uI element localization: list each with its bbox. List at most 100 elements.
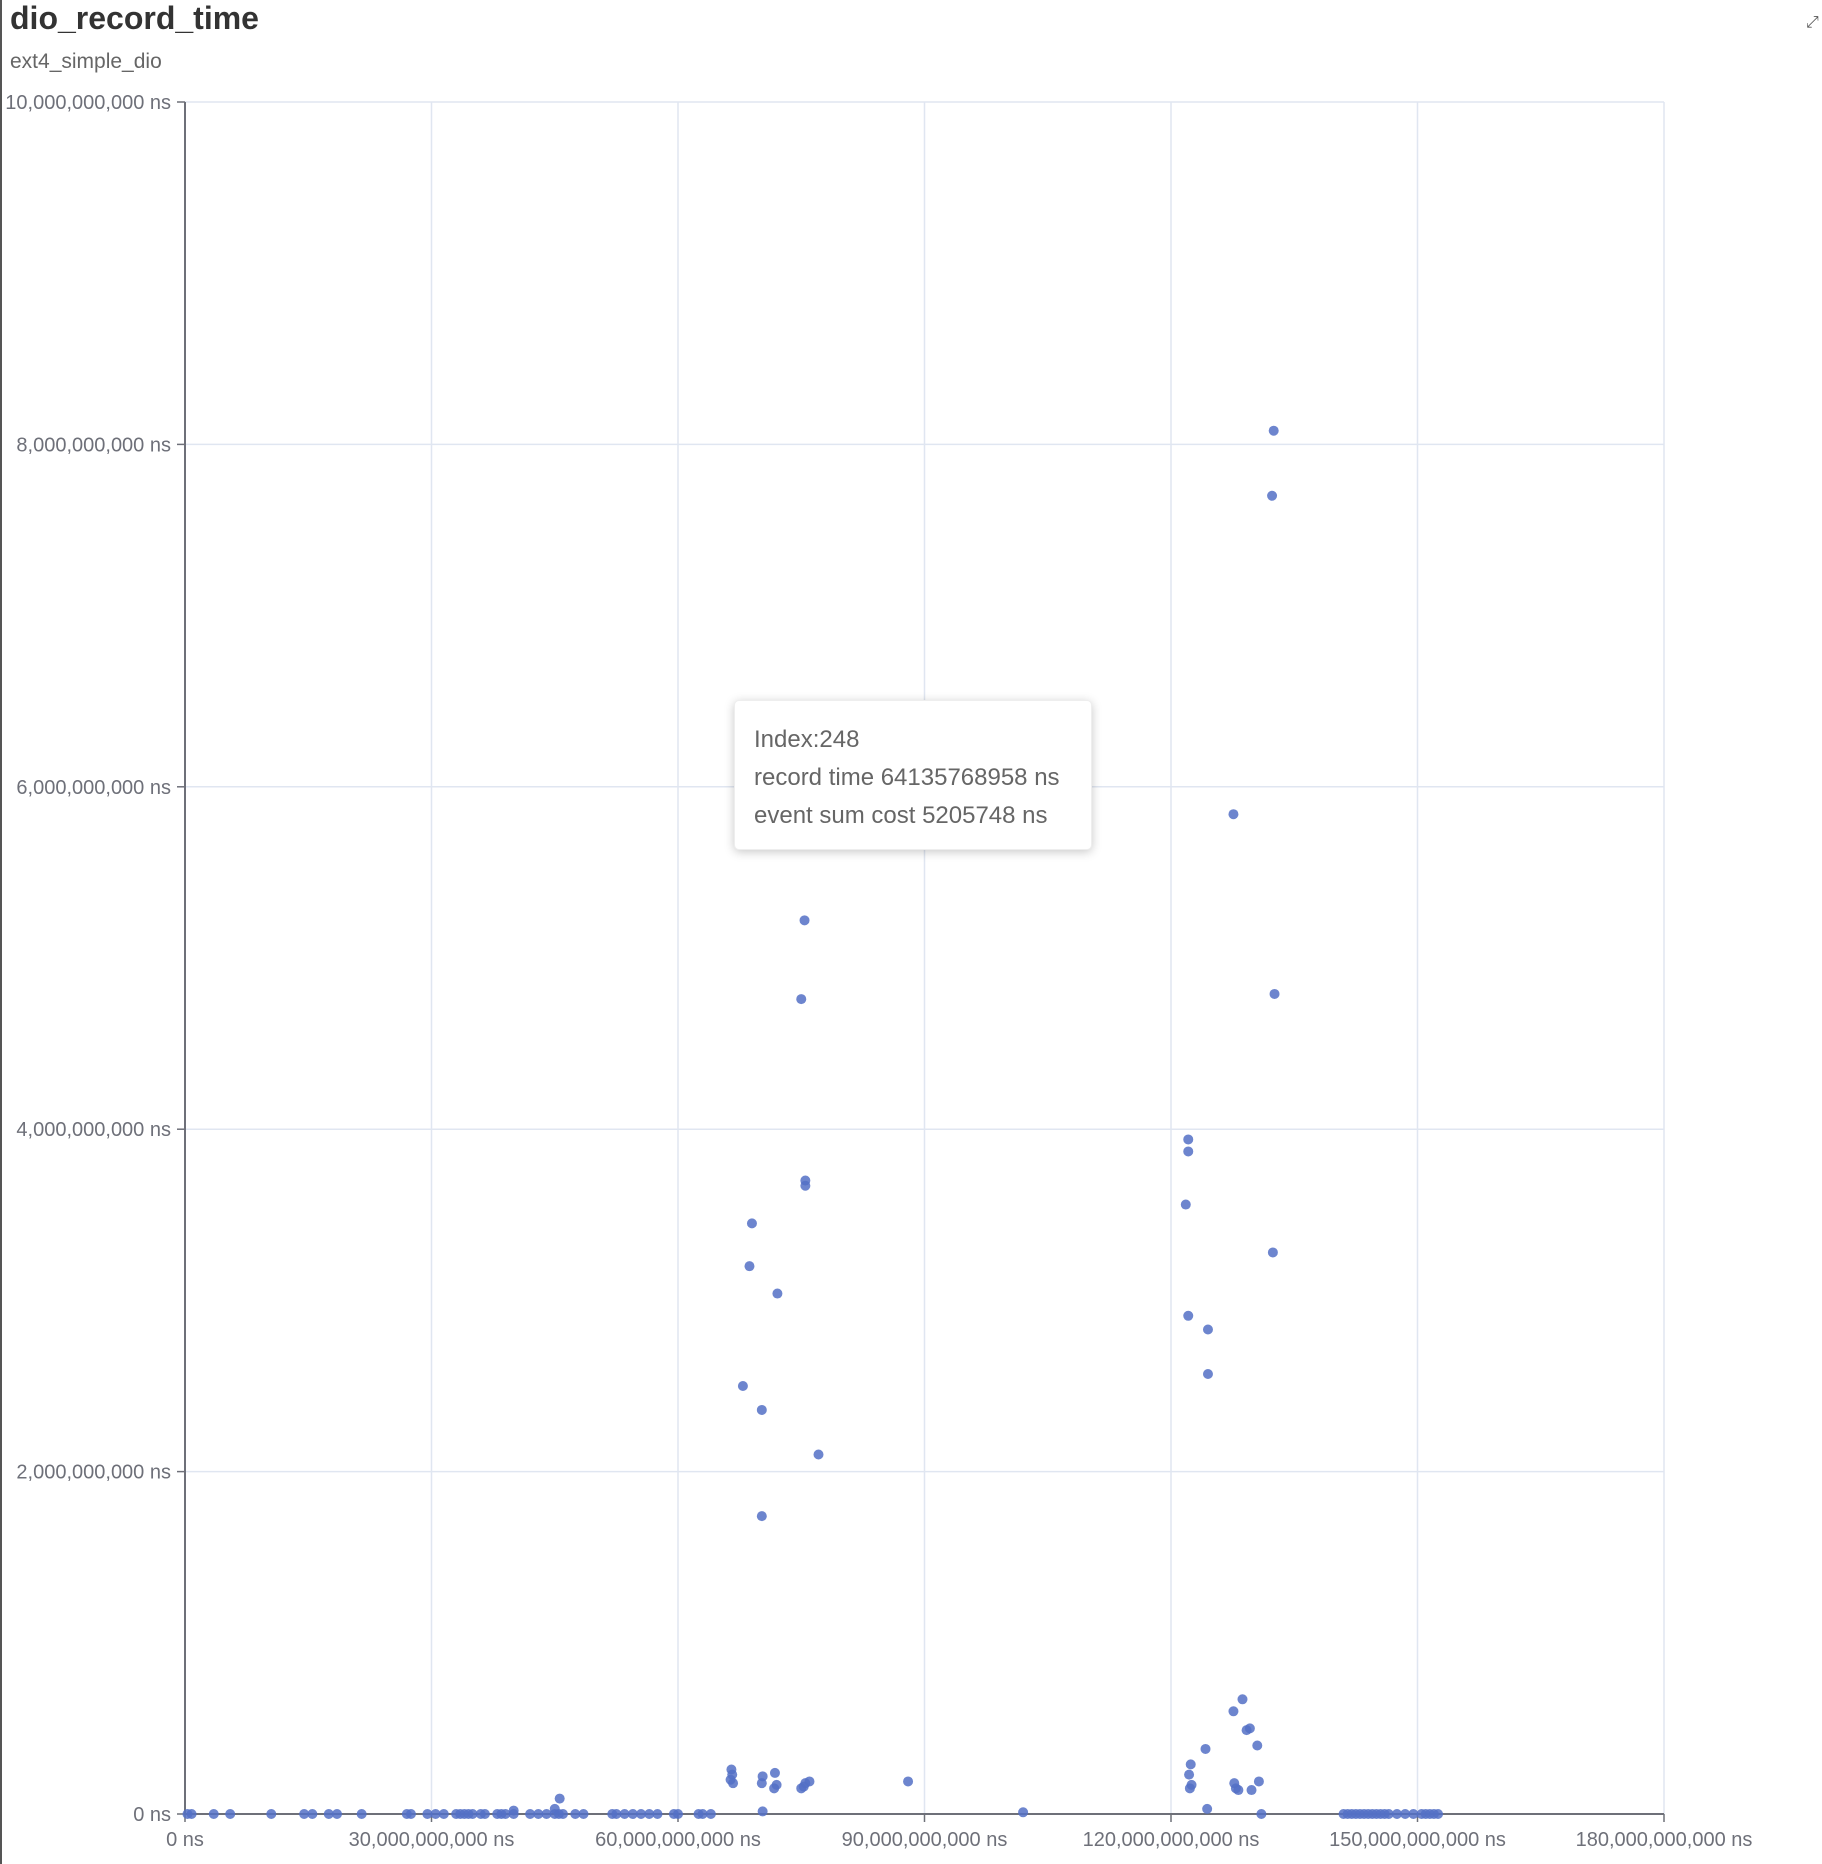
- y-tick-label: 6,000,000,000 ns: [16, 777, 171, 799]
- data-point: [746, 1218, 757, 1229]
- data-point: [652, 1809, 663, 1819]
- data-point: [323, 1809, 334, 1819]
- data-point: [1400, 1809, 1411, 1819]
- data-point: [744, 1261, 755, 1272]
- x-tick-label: 180,000,000,000 ns: [1576, 1829, 1753, 1851]
- data-point: [533, 1809, 544, 1819]
- data-point: [1391, 1809, 1402, 1819]
- data-point: [1268, 425, 1279, 436]
- data-point: [903, 1776, 914, 1787]
- data-point: [1183, 1134, 1194, 1145]
- data-point: [541, 1809, 552, 1819]
- y-tick-label: 4,000,000,000 ns: [16, 1119, 171, 1141]
- chart-subtitle: ext4_simple_dio: [10, 50, 162, 73]
- data-point: [1185, 1759, 1196, 1770]
- data-point: [1200, 1743, 1211, 1754]
- y-tick-label: 10,000,000,000 ns: [5, 92, 171, 114]
- tooltip-index: Index:248: [754, 726, 860, 753]
- data-point: [1228, 1706, 1239, 1717]
- data-point: [525, 1809, 536, 1819]
- y-tick-label: 2,000,000,000 ns: [16, 1462, 171, 1484]
- data-point: [756, 1511, 767, 1522]
- data-point: [438, 1809, 449, 1819]
- data-point: [1202, 1369, 1213, 1380]
- data-point: [500, 1809, 511, 1819]
- data-point: [611, 1809, 622, 1819]
- x-tick-label: 0 ns: [166, 1829, 204, 1851]
- data-point: [1018, 1807, 1029, 1818]
- data-point: [728, 1778, 739, 1789]
- data-point: [769, 1783, 780, 1794]
- data-point: [697, 1809, 708, 1819]
- data-point: [799, 915, 810, 926]
- data-point: [1433, 1809, 1444, 1819]
- data-point: [479, 1809, 490, 1819]
- data-point: [1246, 1785, 1257, 1796]
- data-point: [1408, 1809, 1419, 1819]
- x-tick-label: 90,000,000,000 ns: [842, 1829, 1008, 1851]
- data-point: [266, 1809, 277, 1819]
- data-point: [557, 1809, 568, 1819]
- tooltip-event-sum-cost: event sum cost 5205748 ns: [754, 802, 1048, 829]
- data-point: [1267, 490, 1278, 501]
- data-point: [1383, 1809, 1394, 1819]
- data-point: [619, 1809, 630, 1819]
- data-point: [1244, 1723, 1255, 1734]
- data-point: [644, 1809, 655, 1819]
- data-point: [796, 994, 807, 1005]
- data-point: [225, 1809, 236, 1819]
- tooltip-record-time: record time 64135768958 ns: [754, 764, 1060, 791]
- chart-title: dio_record_time: [10, 0, 259, 36]
- x-tick-label: 30,000,000,000 ns: [349, 1829, 515, 1851]
- data-point: [798, 1781, 809, 1792]
- data-point: [636, 1809, 647, 1819]
- x-axis-ticks: 0 ns 30,000,000,000 ns 60,000,000,000 ns 90…: [166, 1814, 1752, 1851]
- data-point: [769, 1767, 780, 1778]
- data-point: [1184, 1769, 1195, 1780]
- data-point: [756, 1404, 767, 1415]
- data-point: [299, 1809, 310, 1819]
- data-point: [627, 1809, 638, 1819]
- data-point: [1252, 1740, 1263, 1751]
- data-point: [673, 1809, 683, 1819]
- data-point: [430, 1809, 441, 1819]
- data-point: [1269, 988, 1280, 999]
- data-point: [1202, 1803, 1213, 1814]
- y-tick-label: 8,000,000,000 ns: [16, 434, 171, 456]
- scatter-points: [182, 425, 1444, 1819]
- data-point: [578, 1809, 589, 1819]
- data-point: [813, 1449, 824, 1460]
- data-point: [332, 1809, 343, 1819]
- data-point: [422, 1809, 433, 1819]
- data-point: [1186, 1779, 1197, 1790]
- data-point: [405, 1809, 416, 1819]
- data-point: [1237, 1694, 1248, 1705]
- data-point: [356, 1809, 367, 1819]
- data-point: [307, 1809, 318, 1819]
- y-axis-ticks: 0 ns 2,000,000,000 ns 4,000,000,000 ns 6,00…: [5, 92, 185, 1826]
- data-point: [705, 1809, 716, 1819]
- data-point: [757, 1806, 768, 1817]
- data-point: [1253, 1776, 1264, 1787]
- data-point: [208, 1809, 219, 1819]
- data-point: [1233, 1785, 1244, 1796]
- data-point: [1180, 1199, 1191, 1210]
- left-border: [0, 0, 2, 1864]
- data-point: [737, 1381, 748, 1391]
- data-point: [800, 1180, 811, 1191]
- data-point: [1202, 1324, 1213, 1335]
- data-point: [1183, 1310, 1194, 1321]
- data-point: [1228, 809, 1239, 820]
- data-point: [1183, 1146, 1194, 1157]
- data-point: [570, 1809, 581, 1819]
- data-point: [508, 1805, 519, 1816]
- x-tick-label: 60,000,000,000 ns: [595, 1829, 761, 1851]
- expand-icon[interactable]: ⤢: [1806, 14, 1819, 31]
- data-point: [1267, 1247, 1278, 1258]
- data-point: [554, 1793, 565, 1804]
- data-point: [772, 1288, 783, 1299]
- data-point: [756, 1778, 767, 1789]
- tooltip: Index:248 record time 64135768958 ns eve…: [734, 700, 1092, 850]
- x-tick-label: 150,000,000,000 ns: [1329, 1829, 1506, 1851]
